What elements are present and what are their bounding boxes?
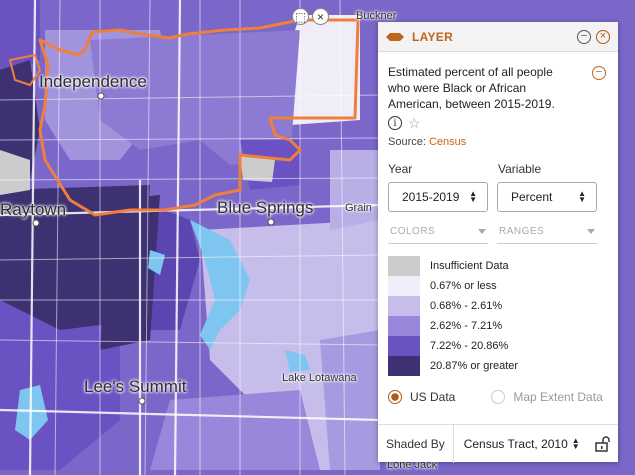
legend-swatch	[388, 356, 420, 376]
shaded-by-label: Shaded By	[378, 424, 454, 463]
sort-arrows-icon: ▲ ▼	[469, 189, 477, 204]
legend-label: 2.62% - 7.21%	[430, 320, 503, 332]
legend-swatch	[388, 336, 420, 356]
map-extent-radio[interactable]	[491, 390, 506, 404]
close-icon[interactable]: ×	[596, 29, 610, 44]
variable-label: Variable	[498, 162, 542, 176]
chevron-down-icon	[478, 229, 486, 234]
us-data-radio[interactable]	[388, 390, 402, 404]
legend-label: Insufficient Data	[430, 260, 509, 272]
select-box-icon[interactable]: ⬚	[292, 8, 309, 25]
sort-arrows-icon: ▲ ▼	[578, 189, 586, 204]
legend-row: 0.67% or less	[388, 276, 608, 296]
legend-row: Insufficient Data	[388, 256, 608, 276]
us-data-label: US Data	[410, 390, 456, 404]
year-label: Year	[388, 162, 413, 176]
layer-description: Estimated percent of all people who were…	[388, 65, 555, 111]
panel-header: LAYER − ×	[378, 22, 618, 52]
legend-swatch	[388, 316, 420, 336]
legend-label: 20.87% or greater	[430, 360, 519, 372]
legend-swatch	[388, 256, 420, 276]
collapse-description-icon[interactable]: −	[592, 66, 606, 80]
map-label-raytown: Raytown	[0, 200, 67, 219]
legend-row: 7.22% - 20.86%	[388, 336, 608, 356]
year-select[interactable]: 2015-2019 ▲ ▼	[388, 182, 488, 212]
legend-swatch	[388, 296, 420, 316]
minimize-icon[interactable]: −	[577, 29, 591, 44]
selection-controls: ⬚ ×	[292, 8, 329, 25]
year-value: 2015-2019	[402, 190, 460, 204]
legend: Insufficient Data 0.67% or less 0.68% - 2.…	[388, 256, 608, 376]
layer-icon	[386, 32, 404, 41]
map-label-independence: Independence	[39, 72, 147, 91]
legend-label: 7.22% - 20.86%	[430, 340, 509, 352]
tab-colors[interactable]: COLORS	[388, 220, 488, 244]
legend-row: 2.62% - 7.21%	[388, 316, 608, 336]
legend-row: 0.68% - 2.61%	[388, 296, 608, 316]
map-label-grain: Grain	[345, 202, 372, 214]
legend-label: 0.67% or less	[430, 280, 497, 292]
star-icon[interactable]: ☆	[408, 115, 421, 131]
sort-arrows-icon: ▲ ▼	[571, 435, 580, 451]
legend-label: 0.68% - 2.61%	[430, 300, 503, 312]
variable-select[interactable]: Percent ▲ ▼	[497, 182, 597, 212]
legend-row: 20.87% or greater	[388, 356, 608, 376]
layer-panel: LAYER − × Estimated percent of all peopl…	[378, 22, 618, 463]
shaded-by-value: Census Tract, 2010	[463, 436, 568, 451]
map-label-lees-summit: Lee's Summit	[84, 377, 187, 396]
panel-title: LAYER	[412, 29, 454, 44]
map-label-lone-jack: Lone Jack	[387, 459, 438, 471]
clear-selection-icon[interactable]: ×	[312, 8, 329, 25]
variable-value: Percent	[511, 190, 553, 204]
map-label-blue-springs: Blue Springs	[217, 198, 314, 217]
chevron-down-icon	[587, 229, 595, 234]
legend-swatch	[388, 276, 420, 296]
shaded-by-select[interactable]: Census Tract, 2010 ▲ ▼	[454, 435, 580, 451]
unlock-icon[interactable]	[594, 435, 610, 452]
map-extent-label: Map Extent Data	[513, 390, 603, 404]
tab-ranges[interactable]: RANGES	[497, 220, 597, 244]
info-icon[interactable]: i	[388, 116, 402, 130]
tab-ranges-label: RANGES	[499, 226, 545, 237]
source-label: Source:	[388, 136, 426, 148]
map-label-buckner: Buckner	[356, 10, 397, 22]
source-line: Source: Census	[388, 136, 608, 148]
tab-colors-label: COLORS	[390, 226, 436, 237]
map-label-lake-lotawana: Lake Lotawana	[282, 372, 357, 384]
source-link[interactable]: Census	[428, 136, 467, 148]
shaded-by-bar: Shaded By Census Tract, 2010 ▲ ▼	[378, 424, 618, 463]
